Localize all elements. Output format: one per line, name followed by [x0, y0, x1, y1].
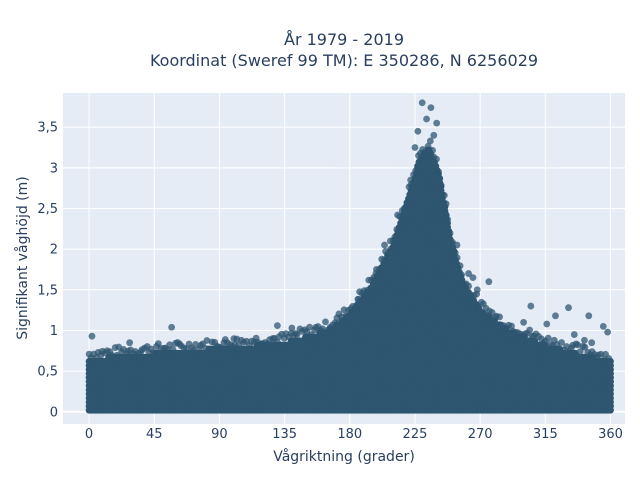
chart-title-line-2: Koordinat (Sweref 99 TM): E 350286, N 62…: [150, 51, 538, 70]
chart-title-line-1: År 1979 - 2019: [284, 30, 404, 49]
scatter-points: [85, 99, 614, 414]
